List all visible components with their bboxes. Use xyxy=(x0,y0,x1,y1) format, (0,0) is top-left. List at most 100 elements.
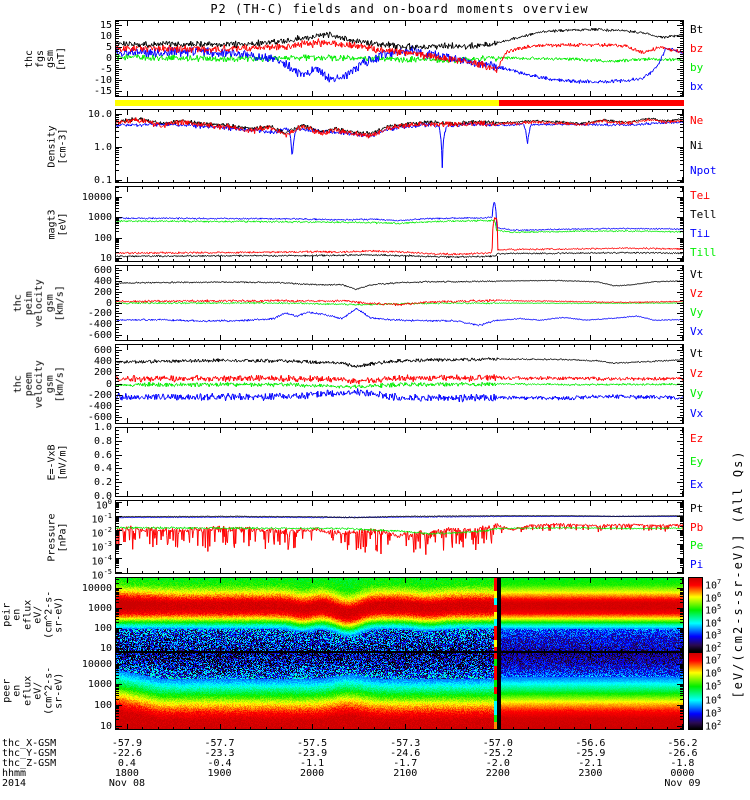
ytick-label-fgs: -15 xyxy=(93,85,112,97)
trace-label-vt: Vt xyxy=(690,347,704,360)
trace-label-pi: Pi xyxy=(690,557,704,571)
axis-value: -2.0 xyxy=(485,758,510,769)
axis-value: -1.1 xyxy=(300,758,325,769)
ytick-label-efield: 0.4 xyxy=(93,463,112,475)
trace-label-ex: Ex xyxy=(690,478,704,492)
colorbar-tick-label: 107 xyxy=(705,578,722,592)
ytick-label-pressure: 10-5 xyxy=(91,567,112,581)
ytick-label-vele: 600 xyxy=(93,344,112,356)
ytick-label-vion: -400 xyxy=(87,318,112,330)
ytick-label-vele: 400 xyxy=(93,355,112,367)
axis-value: -25.9 xyxy=(575,748,606,759)
axis-value: 2200 xyxy=(485,768,510,779)
ytick-label-vele: -400 xyxy=(87,401,112,413)
colorbar-unit-label: [eV/(cm2-s-sr-eV)] (All Qs) xyxy=(731,449,745,699)
ytick-label-density: 1.0 xyxy=(93,141,112,153)
axis-value: -1.7 xyxy=(393,758,418,769)
specI-spectrogram-canvas xyxy=(115,577,684,652)
axis-value: 2100 xyxy=(393,768,418,779)
ytick-label-specI: 100 xyxy=(93,622,112,634)
colorbar-tick-label: 104 xyxy=(705,615,722,630)
axis-value: 2300 xyxy=(578,768,603,779)
trace-label-vz: Vz xyxy=(690,367,704,380)
ytick-label-vion: -200 xyxy=(87,308,112,320)
ytick-label-efield: 1.0 xyxy=(93,422,112,433)
trace-label-pt: Pt xyxy=(690,502,704,516)
ytick-label-vion: 400 xyxy=(93,276,112,288)
ytick-label-specE: 10000 xyxy=(81,658,112,670)
axis-value: -57.0 xyxy=(482,738,513,749)
colorbar-tick-label: 106 xyxy=(705,590,722,604)
axis-value: -57.9 xyxy=(111,738,142,749)
trace-label-till: Till xyxy=(690,245,717,259)
ytick-label-magt3: 10000 xyxy=(81,192,112,204)
axis-value: -23.9 xyxy=(297,748,328,759)
axis-value: -56.2 xyxy=(667,738,698,749)
pressure-plot-canvas xyxy=(115,500,684,574)
axis-value: 1900 xyxy=(207,768,232,779)
trace-label-ez: Ez xyxy=(690,431,704,445)
axis-value: -57.5 xyxy=(297,738,328,749)
ytick-label-specI: 10 xyxy=(99,642,112,654)
specE-spectrogram-canvas xyxy=(115,652,684,730)
ytick-label-specI: 1000 xyxy=(87,603,112,615)
axis-row-label: thc_Z-GSM xyxy=(2,758,57,769)
colorbar-tick-label: 107 xyxy=(705,653,722,667)
mode-bar-segment-1 xyxy=(115,100,499,106)
trace-label-pb: Pb xyxy=(690,520,704,534)
trace-label-bt: Bt xyxy=(690,22,704,36)
colorbar-tick-label: 105 xyxy=(705,679,722,693)
axis-value: -2.1 xyxy=(578,758,603,769)
ytick-label-vion: 600 xyxy=(93,265,112,277)
ytick-label-density: 10.0 xyxy=(87,108,112,120)
colorbar-tick-label: 105 xyxy=(705,603,722,617)
axis-value: Nov 08 xyxy=(108,778,145,789)
trace-label-ti⊥: Ti⊥ xyxy=(690,226,710,240)
axis-row-label: hhmm xyxy=(2,768,27,779)
vion-plot-canvas xyxy=(115,265,684,341)
colorbar-tick-label: 102 xyxy=(705,719,722,733)
mode-bar-segment-2 xyxy=(498,100,684,106)
ytick-label-vion: 0 xyxy=(105,297,112,309)
ytick-label-pressure: 10-1 xyxy=(91,511,112,526)
axis-row-label: 2014 xyxy=(2,778,27,789)
trace-label-te⊥: Te⊥ xyxy=(690,188,710,202)
trace-label-pe: Pe xyxy=(690,539,704,553)
colorbar-tick-label: 103 xyxy=(705,705,722,720)
ytick-label-efield: 0.6 xyxy=(93,449,112,461)
ytick-label-pressure: 10-4 xyxy=(91,553,112,567)
axis-value: 0000 xyxy=(670,768,695,779)
ytick-label-specE: 100 xyxy=(93,700,112,711)
axis-row-label: thc_X-GSM xyxy=(2,738,57,749)
ytick-label-fgs: 15 xyxy=(99,20,112,32)
ytick-label-specE: 1000 xyxy=(87,679,112,691)
axis-value: -1.8 xyxy=(670,758,695,769)
axis-value: -26.6 xyxy=(667,748,698,759)
axis-value: -0.4 xyxy=(207,758,232,769)
ytick-label-magt3: 10 xyxy=(99,252,112,264)
colorbar-tick-label: 102 xyxy=(705,641,722,655)
trace-label-vt: Vt xyxy=(690,267,704,281)
ytick-label-fgs: -5 xyxy=(99,63,112,75)
axis-value: Nov 09 xyxy=(664,778,701,789)
axis-value: -25.2 xyxy=(482,748,513,759)
axis-value: 0.4 xyxy=(117,758,136,769)
trace-label-vx: Vx xyxy=(690,407,704,420)
axis-value: -24.6 xyxy=(390,748,421,759)
trace-label-vy: Vy xyxy=(690,305,704,319)
axis-value: -22.6 xyxy=(111,748,142,759)
trace-label-bz: bz xyxy=(690,41,704,55)
axis-value: -56.6 xyxy=(575,738,606,749)
ytick-label-density: 0.1 xyxy=(93,174,112,186)
magt3-plot-canvas xyxy=(115,186,684,262)
vele-plot-canvas xyxy=(115,344,684,424)
trace-label-ey: Ey xyxy=(690,455,704,468)
ytick-label-fgs: -10 xyxy=(93,74,112,86)
ytick-label-specE: 10 xyxy=(99,720,112,732)
axis-value: -23.3 xyxy=(204,748,235,759)
ytick-label-vion: -600 xyxy=(87,329,112,341)
colorbar-tick-label: 104 xyxy=(705,692,722,706)
ytick-label-efield: 0.8 xyxy=(93,435,112,447)
ytick-label-specI: 10000 xyxy=(81,583,112,595)
